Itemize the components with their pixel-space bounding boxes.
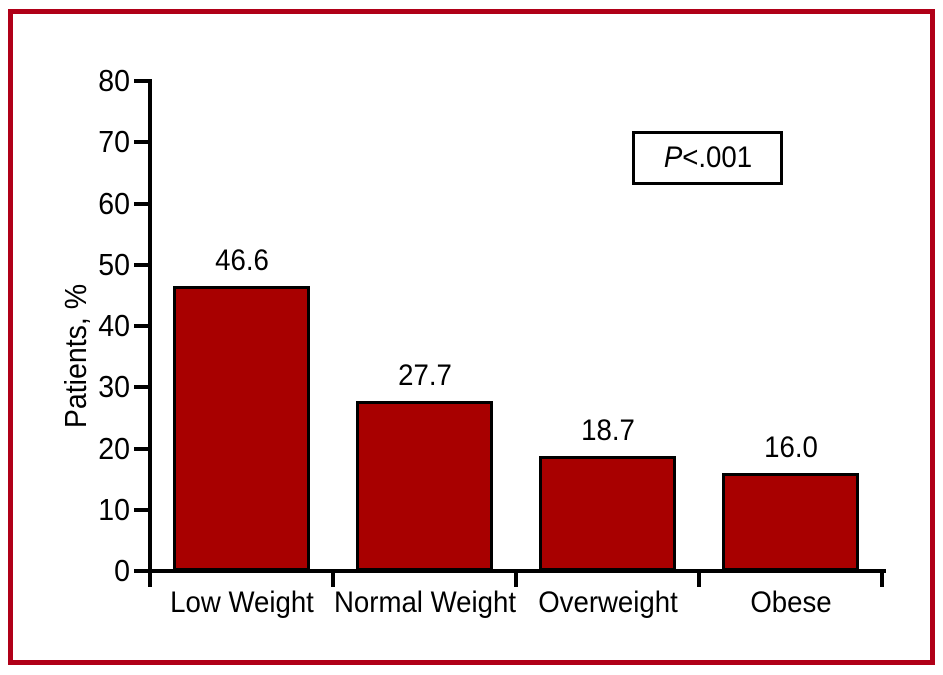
x-tick	[697, 571, 701, 587]
x-tick	[331, 571, 335, 587]
p-value-box: P<.001	[632, 131, 783, 185]
y-tick-label: 70	[98, 124, 130, 160]
p-value-annotation: P<.001	[663, 141, 751, 175]
x-tick	[148, 571, 152, 587]
x-category-label: Overweight	[537, 586, 678, 619]
x-category-label: Obese	[749, 586, 832, 619]
y-tick	[134, 262, 150, 267]
bar-value-label: 27.7	[397, 359, 452, 392]
bar-low-weight	[173, 286, 310, 571]
x-category-label: Low Weight	[169, 586, 314, 619]
bar-value-label: 18.7	[580, 414, 635, 447]
y-tick-label: 20	[98, 430, 130, 466]
y-axis-line	[148, 79, 152, 573]
y-tick	[134, 507, 150, 512]
y-tick	[134, 140, 150, 145]
bar-obese	[722, 473, 859, 571]
y-tick-label: 0	[114, 553, 130, 588]
y-tick-label: 60	[98, 185, 130, 221]
y-tick-label: 80	[98, 63, 130, 98]
x-tick	[880, 571, 884, 587]
y-tick-label: 10	[98, 491, 130, 527]
bar-normal-weight	[356, 401, 493, 571]
x-tick	[514, 571, 518, 587]
y-tick	[134, 446, 150, 451]
p-value-text: <.001	[681, 141, 752, 174]
y-tick-label: 50	[98, 246, 130, 282]
bar-value-label: 46.6	[214, 244, 269, 277]
y-tick	[134, 201, 150, 206]
x-category-label: Normal Weight	[333, 586, 516, 619]
p-value-symbol: P	[663, 141, 682, 174]
y-tick	[134, 324, 150, 328]
y-tick	[134, 569, 150, 573]
y-tick-label: 40	[98, 308, 130, 343]
y-tick	[134, 385, 150, 390]
figure-frame	[8, 9, 935, 665]
bar-value-label: 16.0	[763, 431, 818, 464]
bar-overweight	[539, 456, 676, 571]
y-tick-label: 30	[98, 369, 130, 405]
y-tick	[134, 79, 150, 83]
